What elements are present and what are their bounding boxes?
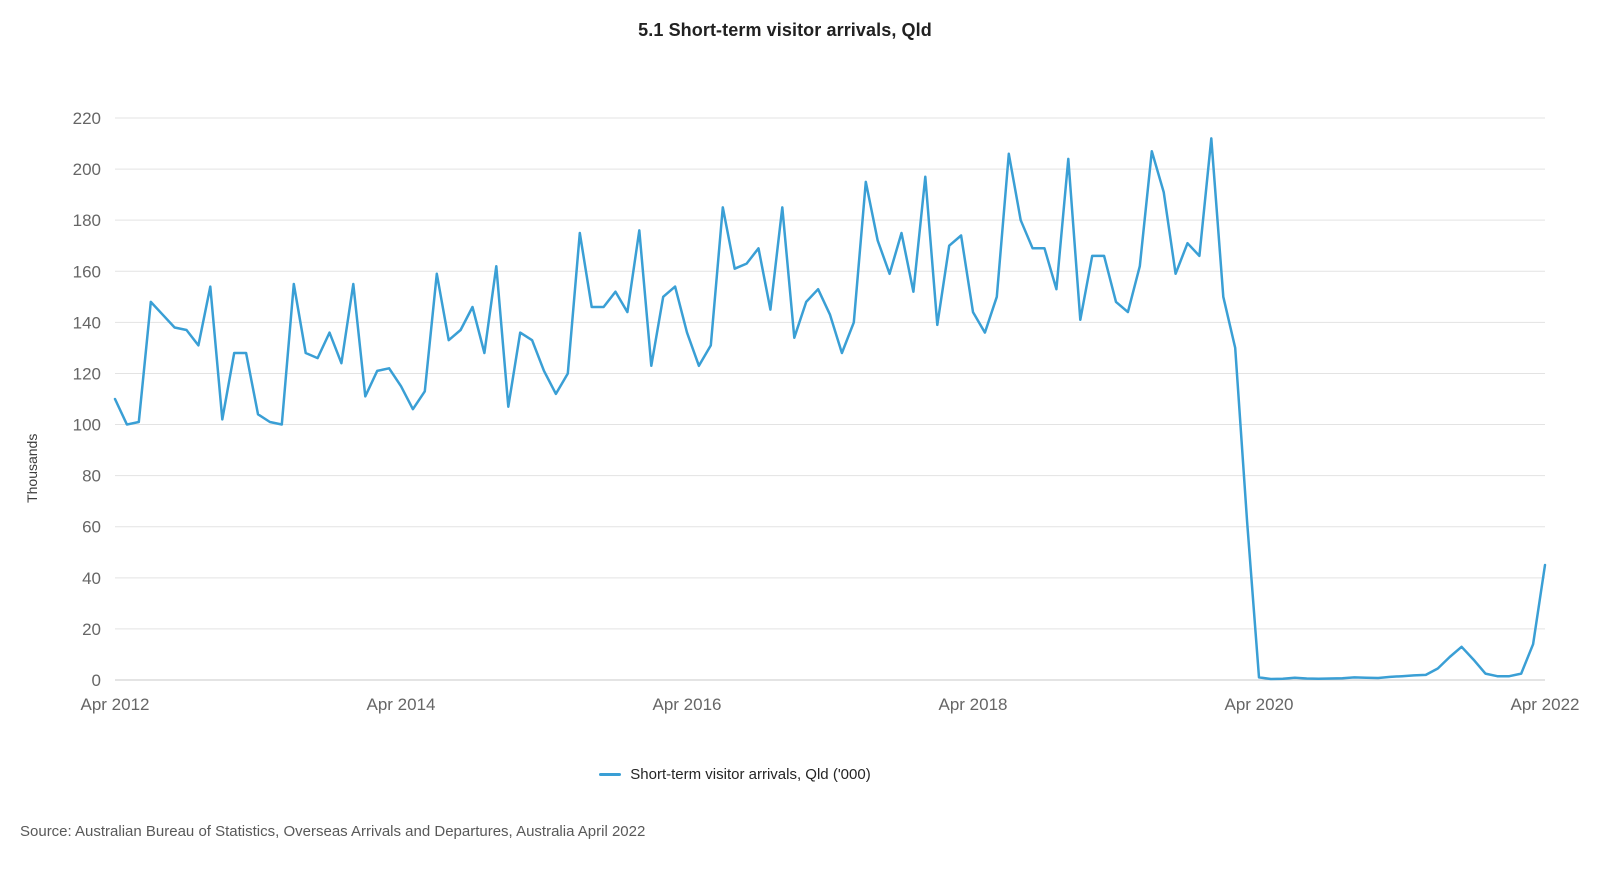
y-tick-label: 0 [92,671,101,690]
y-tick-label: 160 [73,262,101,281]
x-tick-label: Apr 2020 [1225,695,1294,714]
y-tick-label: 60 [82,518,101,537]
y-tick-label: 40 [82,569,101,588]
y-tick-label: 140 [73,313,101,332]
y-tick-label: 180 [73,211,101,230]
y-tick-label: 100 [73,416,101,435]
x-tick-label: Apr 2022 [1511,695,1580,714]
legend-label: Short-term visitor arrivals, Qld ('000) [630,766,871,783]
x-tick-label: Apr 2018 [939,695,1008,714]
legend-line-swatch-icon [599,773,622,776]
x-tick-label: Apr 2014 [367,695,436,714]
y-tick-label: 20 [82,620,101,639]
y-tick-label: 200 [73,160,101,179]
legend: Short-term visitor arrivals, Qld ('000) [0,766,1470,783]
y-tick-label: 220 [73,109,101,128]
y-tick-label: 120 [73,364,101,383]
series-line [113,137,1547,681]
x-tick-label: Apr 2016 [653,695,722,714]
y-tick-label: 80 [82,467,101,486]
x-tick-label: Apr 2012 [81,695,150,714]
legend-item: Short-term visitor arrivals, Qld ('000) [599,766,871,783]
chart-title: 5.1 Short-term visitor arrivals, Qld [638,20,932,40]
source-note: Source: Australian Bureau of Statistics,… [20,823,646,840]
